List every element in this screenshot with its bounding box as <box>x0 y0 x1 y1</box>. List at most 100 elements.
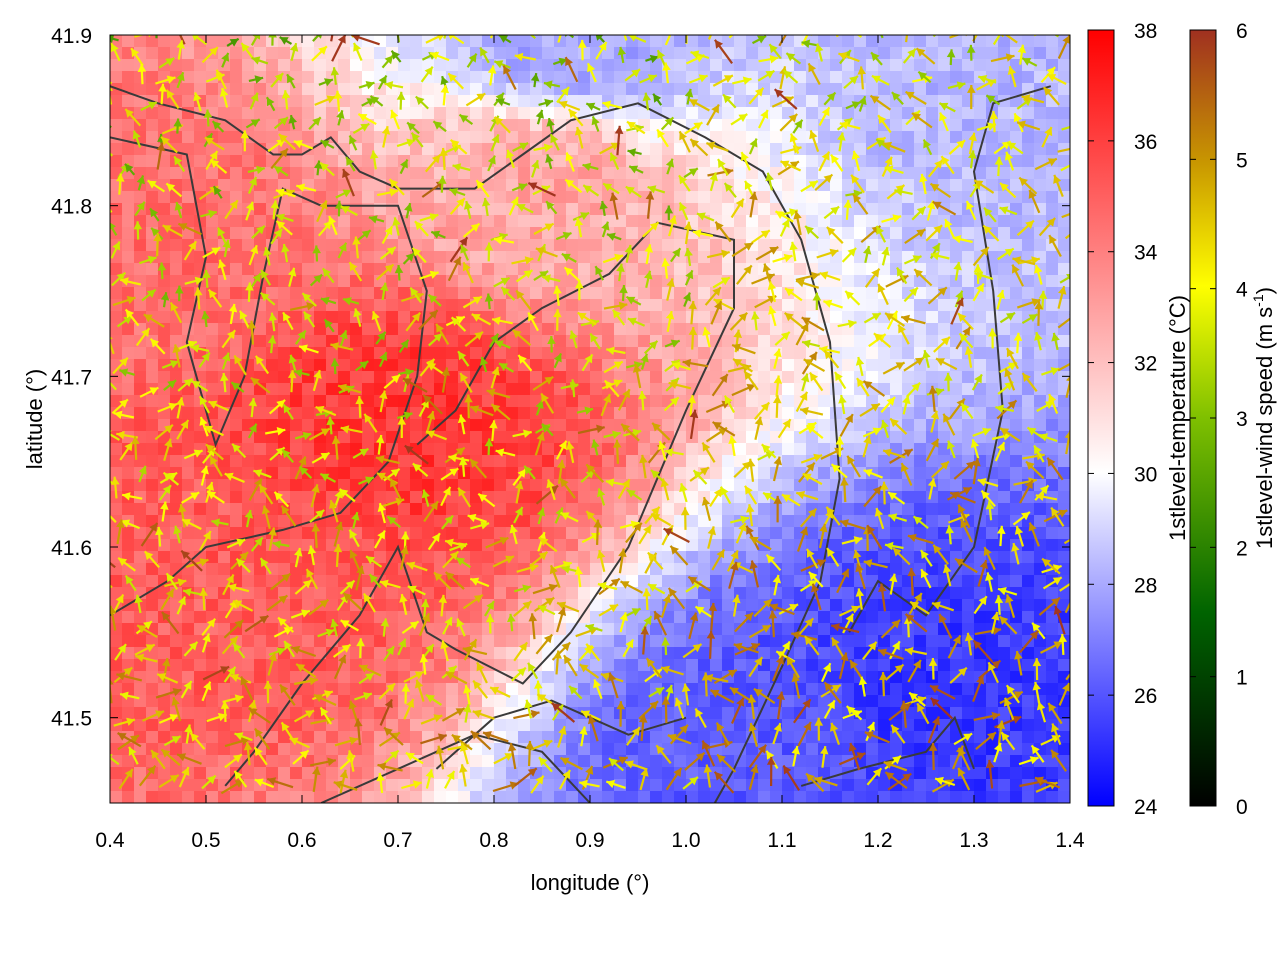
heatmap-cell <box>938 299 951 312</box>
heatmap-cell <box>854 323 867 336</box>
heatmap-cell <box>590 299 603 312</box>
heatmap-cell <box>122 71 135 84</box>
heatmap-cell <box>242 167 255 180</box>
heatmap-cell <box>110 443 123 456</box>
heatmap-cell <box>986 215 999 228</box>
heatmap-cell <box>914 275 927 288</box>
heatmap-cell <box>206 383 219 396</box>
heatmap-cell <box>506 419 519 432</box>
heatmap-cell <box>674 275 687 288</box>
heatmap-cell <box>374 131 387 144</box>
heatmap-cell <box>218 107 231 120</box>
heatmap-cell <box>470 767 483 780</box>
heatmap-cell <box>662 179 675 192</box>
heatmap-cell <box>722 191 735 204</box>
heatmap-cell <box>434 215 447 228</box>
heatmap-cell <box>806 671 819 684</box>
heatmap-cell <box>806 707 819 720</box>
heatmap-cell <box>158 167 171 180</box>
heatmap-cell <box>806 83 819 96</box>
heatmap-cell <box>350 107 363 120</box>
heatmap-cell <box>194 479 207 492</box>
heatmap-cell <box>782 35 795 48</box>
heatmap-cell <box>602 623 615 636</box>
heatmap-cell <box>698 407 711 420</box>
heatmap-cell <box>362 371 375 384</box>
heatmap-cell <box>254 335 267 348</box>
heatmap-cell <box>290 131 303 144</box>
heatmap-cell <box>110 71 123 84</box>
heatmap-cell <box>410 167 423 180</box>
heatmap-cell <box>566 203 579 216</box>
heatmap-cell <box>938 35 951 48</box>
heatmap-cell <box>254 659 267 672</box>
heatmap-cell <box>266 119 279 132</box>
heatmap-cell <box>782 191 795 204</box>
heatmap-cell <box>482 719 495 732</box>
heatmap-cell <box>734 83 747 96</box>
heatmap-cell <box>566 551 579 564</box>
heatmap-cell <box>746 287 759 300</box>
heatmap-cell <box>722 263 735 276</box>
heatmap-cell <box>170 275 183 288</box>
heatmap-cell <box>314 71 327 84</box>
heatmap-cell <box>602 551 615 564</box>
heatmap-cell <box>386 167 399 180</box>
heatmap-cell <box>902 539 915 552</box>
heatmap-cell <box>290 155 303 168</box>
heatmap-cell <box>746 47 759 60</box>
heatmap-cell <box>110 59 123 72</box>
heatmap-cell <box>770 131 783 144</box>
heatmap-cell <box>998 323 1011 336</box>
heatmap-cell <box>422 575 435 588</box>
heatmap-cell <box>302 731 315 744</box>
heatmap-cell <box>386 659 399 672</box>
heatmap-cell <box>866 659 879 672</box>
heatmap-cell <box>182 527 195 540</box>
heatmap-cell <box>770 419 783 432</box>
heatmap-cell <box>830 659 843 672</box>
heatmap-cell <box>938 767 951 780</box>
heatmap-cell <box>362 263 375 276</box>
heatmap-cell <box>614 659 627 672</box>
heatmap-cell <box>230 419 243 432</box>
heatmap-cell <box>518 419 531 432</box>
heatmap-cell <box>470 611 483 624</box>
heatmap-cell <box>926 623 939 636</box>
heatmap-cell <box>398 467 411 480</box>
heatmap-cell <box>278 251 291 264</box>
heatmap-cell <box>758 767 771 780</box>
heatmap-cell <box>122 503 135 516</box>
heatmap-cell <box>446 83 459 96</box>
heatmap-cell <box>338 83 351 96</box>
heatmap-cell <box>626 335 639 348</box>
heatmap-cell <box>470 695 483 708</box>
heatmap-cell <box>614 59 627 72</box>
heatmap-cell <box>506 131 519 144</box>
heatmap-cell <box>254 647 267 660</box>
heatmap-cell <box>1046 143 1059 156</box>
heatmap-cell <box>1022 227 1035 240</box>
heatmap-cell <box>482 635 495 648</box>
heatmap-cell <box>950 179 963 192</box>
heatmap-cell <box>518 395 531 408</box>
heatmap-cell <box>986 131 999 144</box>
heatmap-cell <box>170 647 183 660</box>
heatmap-cell <box>854 59 867 72</box>
heatmap-cell <box>1034 215 1047 228</box>
heatmap-cell <box>698 59 711 72</box>
heatmap-cell <box>626 263 639 276</box>
heatmap-cell <box>758 191 771 204</box>
heatmap-cell <box>194 47 207 60</box>
heatmap-cell <box>398 503 411 516</box>
heatmap-cell <box>974 659 987 672</box>
heatmap-cell <box>686 107 699 120</box>
heatmap-cell <box>806 443 819 456</box>
heatmap-cell <box>938 347 951 360</box>
heatmap-cell <box>914 419 927 432</box>
heatmap-cell <box>554 71 567 84</box>
heatmap-cell <box>458 131 471 144</box>
heatmap-cell <box>362 179 375 192</box>
heatmap-cell <box>986 527 999 540</box>
heatmap-cell <box>362 143 375 156</box>
